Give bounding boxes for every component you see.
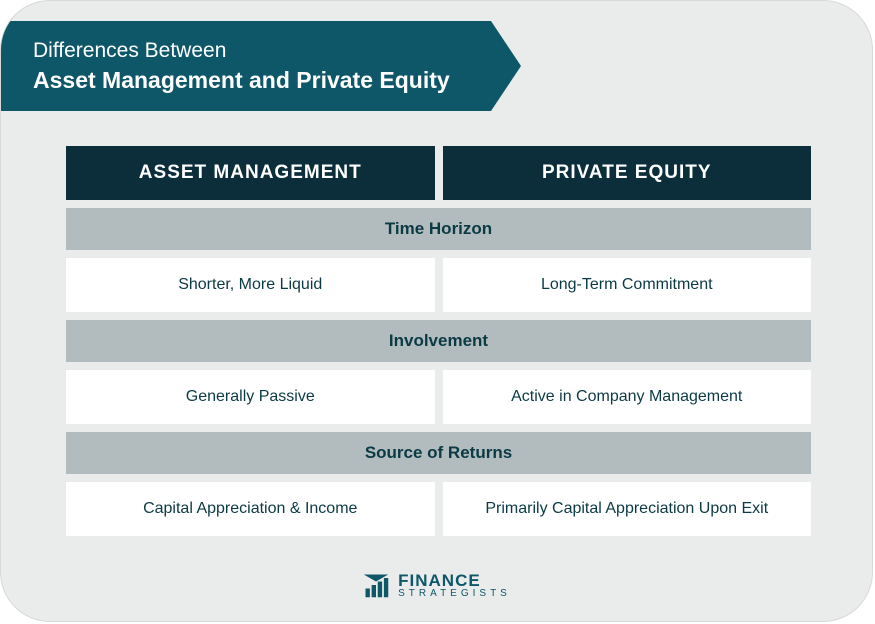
logo-main-text: FINANCE bbox=[398, 572, 511, 589]
category-label: Time Horizon bbox=[66, 208, 811, 250]
column-header-right: PRIVATE EQUITY bbox=[443, 146, 812, 200]
brand-logo: FINANCE STRATEGISTS bbox=[1, 571, 872, 599]
logo-text: FINANCE STRATEGISTS bbox=[398, 572, 511, 599]
title-line-1: Differences Between bbox=[33, 39, 491, 63]
title-line-2: Asset Management and Private Equity bbox=[33, 67, 491, 94]
comparison-table: ASSET MANAGEMENT PRIVATE EQUITY Time Hor… bbox=[66, 146, 811, 544]
table-row: Shorter, More Liquid Long-Term Commitmen… bbox=[66, 258, 811, 312]
column-header-left: ASSET MANAGEMENT bbox=[66, 146, 435, 200]
cell-left: Capital Appreciation & Income bbox=[66, 482, 435, 536]
cell-left: Shorter, More Liquid bbox=[66, 258, 435, 312]
logo-icon bbox=[362, 571, 390, 599]
logo-sub-text: STRATEGISTS bbox=[398, 589, 511, 599]
infographic-card: Differences Between Asset Management and… bbox=[0, 0, 873, 622]
category-label: Source of Returns bbox=[66, 432, 811, 474]
cell-left: Generally Passive bbox=[66, 370, 435, 424]
cell-right: Primarily Capital Appreciation Upon Exit bbox=[443, 482, 812, 536]
table-header-row: ASSET MANAGEMENT PRIVATE EQUITY bbox=[66, 146, 811, 200]
table-row: Generally Passive Active in Company Mana… bbox=[66, 370, 811, 424]
title-banner: Differences Between Asset Management and… bbox=[1, 21, 491, 111]
table-row: Capital Appreciation & Income Primarily … bbox=[66, 482, 811, 536]
cell-right: Active in Company Management bbox=[443, 370, 812, 424]
category-label: Involvement bbox=[66, 320, 811, 362]
cell-right: Long-Term Commitment bbox=[443, 258, 812, 312]
